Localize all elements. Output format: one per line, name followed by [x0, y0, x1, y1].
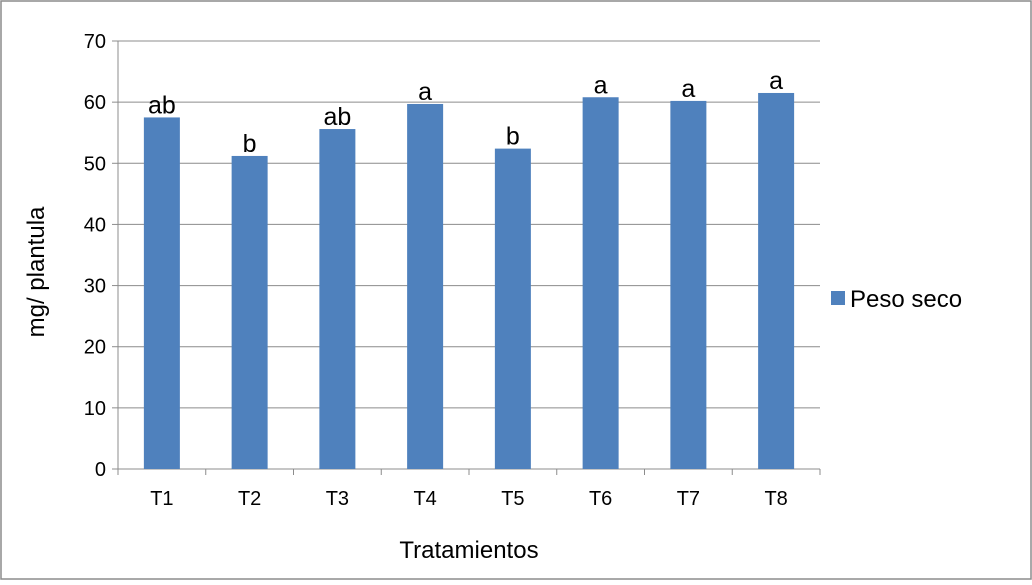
data-label-t8: a [769, 67, 783, 95]
data-label-t7: a [681, 75, 695, 103]
legend-label-peso-seco: Peso seco [850, 286, 962, 313]
bars [143, 92, 795, 470]
x-tick-label-t2: T2 [238, 488, 261, 510]
x-tick-label-t8: T8 [764, 488, 787, 510]
y-tick-label: 30 [84, 276, 106, 298]
bar-t2 [231, 155, 268, 469]
x-axis-title: Tratamientos [399, 537, 538, 564]
bar-t5 [494, 148, 531, 469]
y-tick-label: 70 [84, 31, 106, 53]
y-tick-label: 40 [84, 214, 106, 236]
x-tick-label-t1: T1 [150, 488, 173, 510]
x-tick-label-t3: T3 [326, 488, 349, 510]
y-tick-label: 0 [95, 459, 106, 481]
y-tick-label: 50 [84, 153, 106, 175]
bar-t3 [319, 129, 356, 469]
bar-t8 [758, 92, 795, 469]
x-tick-label-t7: T7 [677, 488, 700, 510]
data-label-t3: ab [323, 103, 351, 131]
x-tick-label-t5: T5 [501, 488, 524, 510]
legend: Peso seco [831, 286, 962, 313]
y-tick-label: 10 [84, 398, 106, 420]
data-label-t6: a [594, 71, 608, 99]
axes: 0 10 20 30 40 50 60 70 T1 T2 T3 T4 T5 T6 T7 T8 [84, 31, 821, 510]
bar-t4 [407, 103, 444, 469]
y-axis-title: mg/ plantula [23, 206, 50, 337]
bar-t6 [582, 97, 619, 469]
data-label-t1: ab [148, 91, 176, 119]
legend-swatch [831, 291, 845, 305]
data-label-t4: a [418, 78, 432, 106]
data-label-t2: b [243, 130, 257, 158]
x-tick-label-t6: T6 [589, 488, 612, 510]
bar-t7 [670, 100, 707, 470]
data-label-t5: b [506, 123, 520, 151]
y-tick-label: 60 [84, 92, 106, 114]
bar-t1 [143, 117, 180, 469]
y-tick-label: 20 [84, 337, 106, 359]
x-tick-label-t4: T4 [413, 488, 436, 510]
